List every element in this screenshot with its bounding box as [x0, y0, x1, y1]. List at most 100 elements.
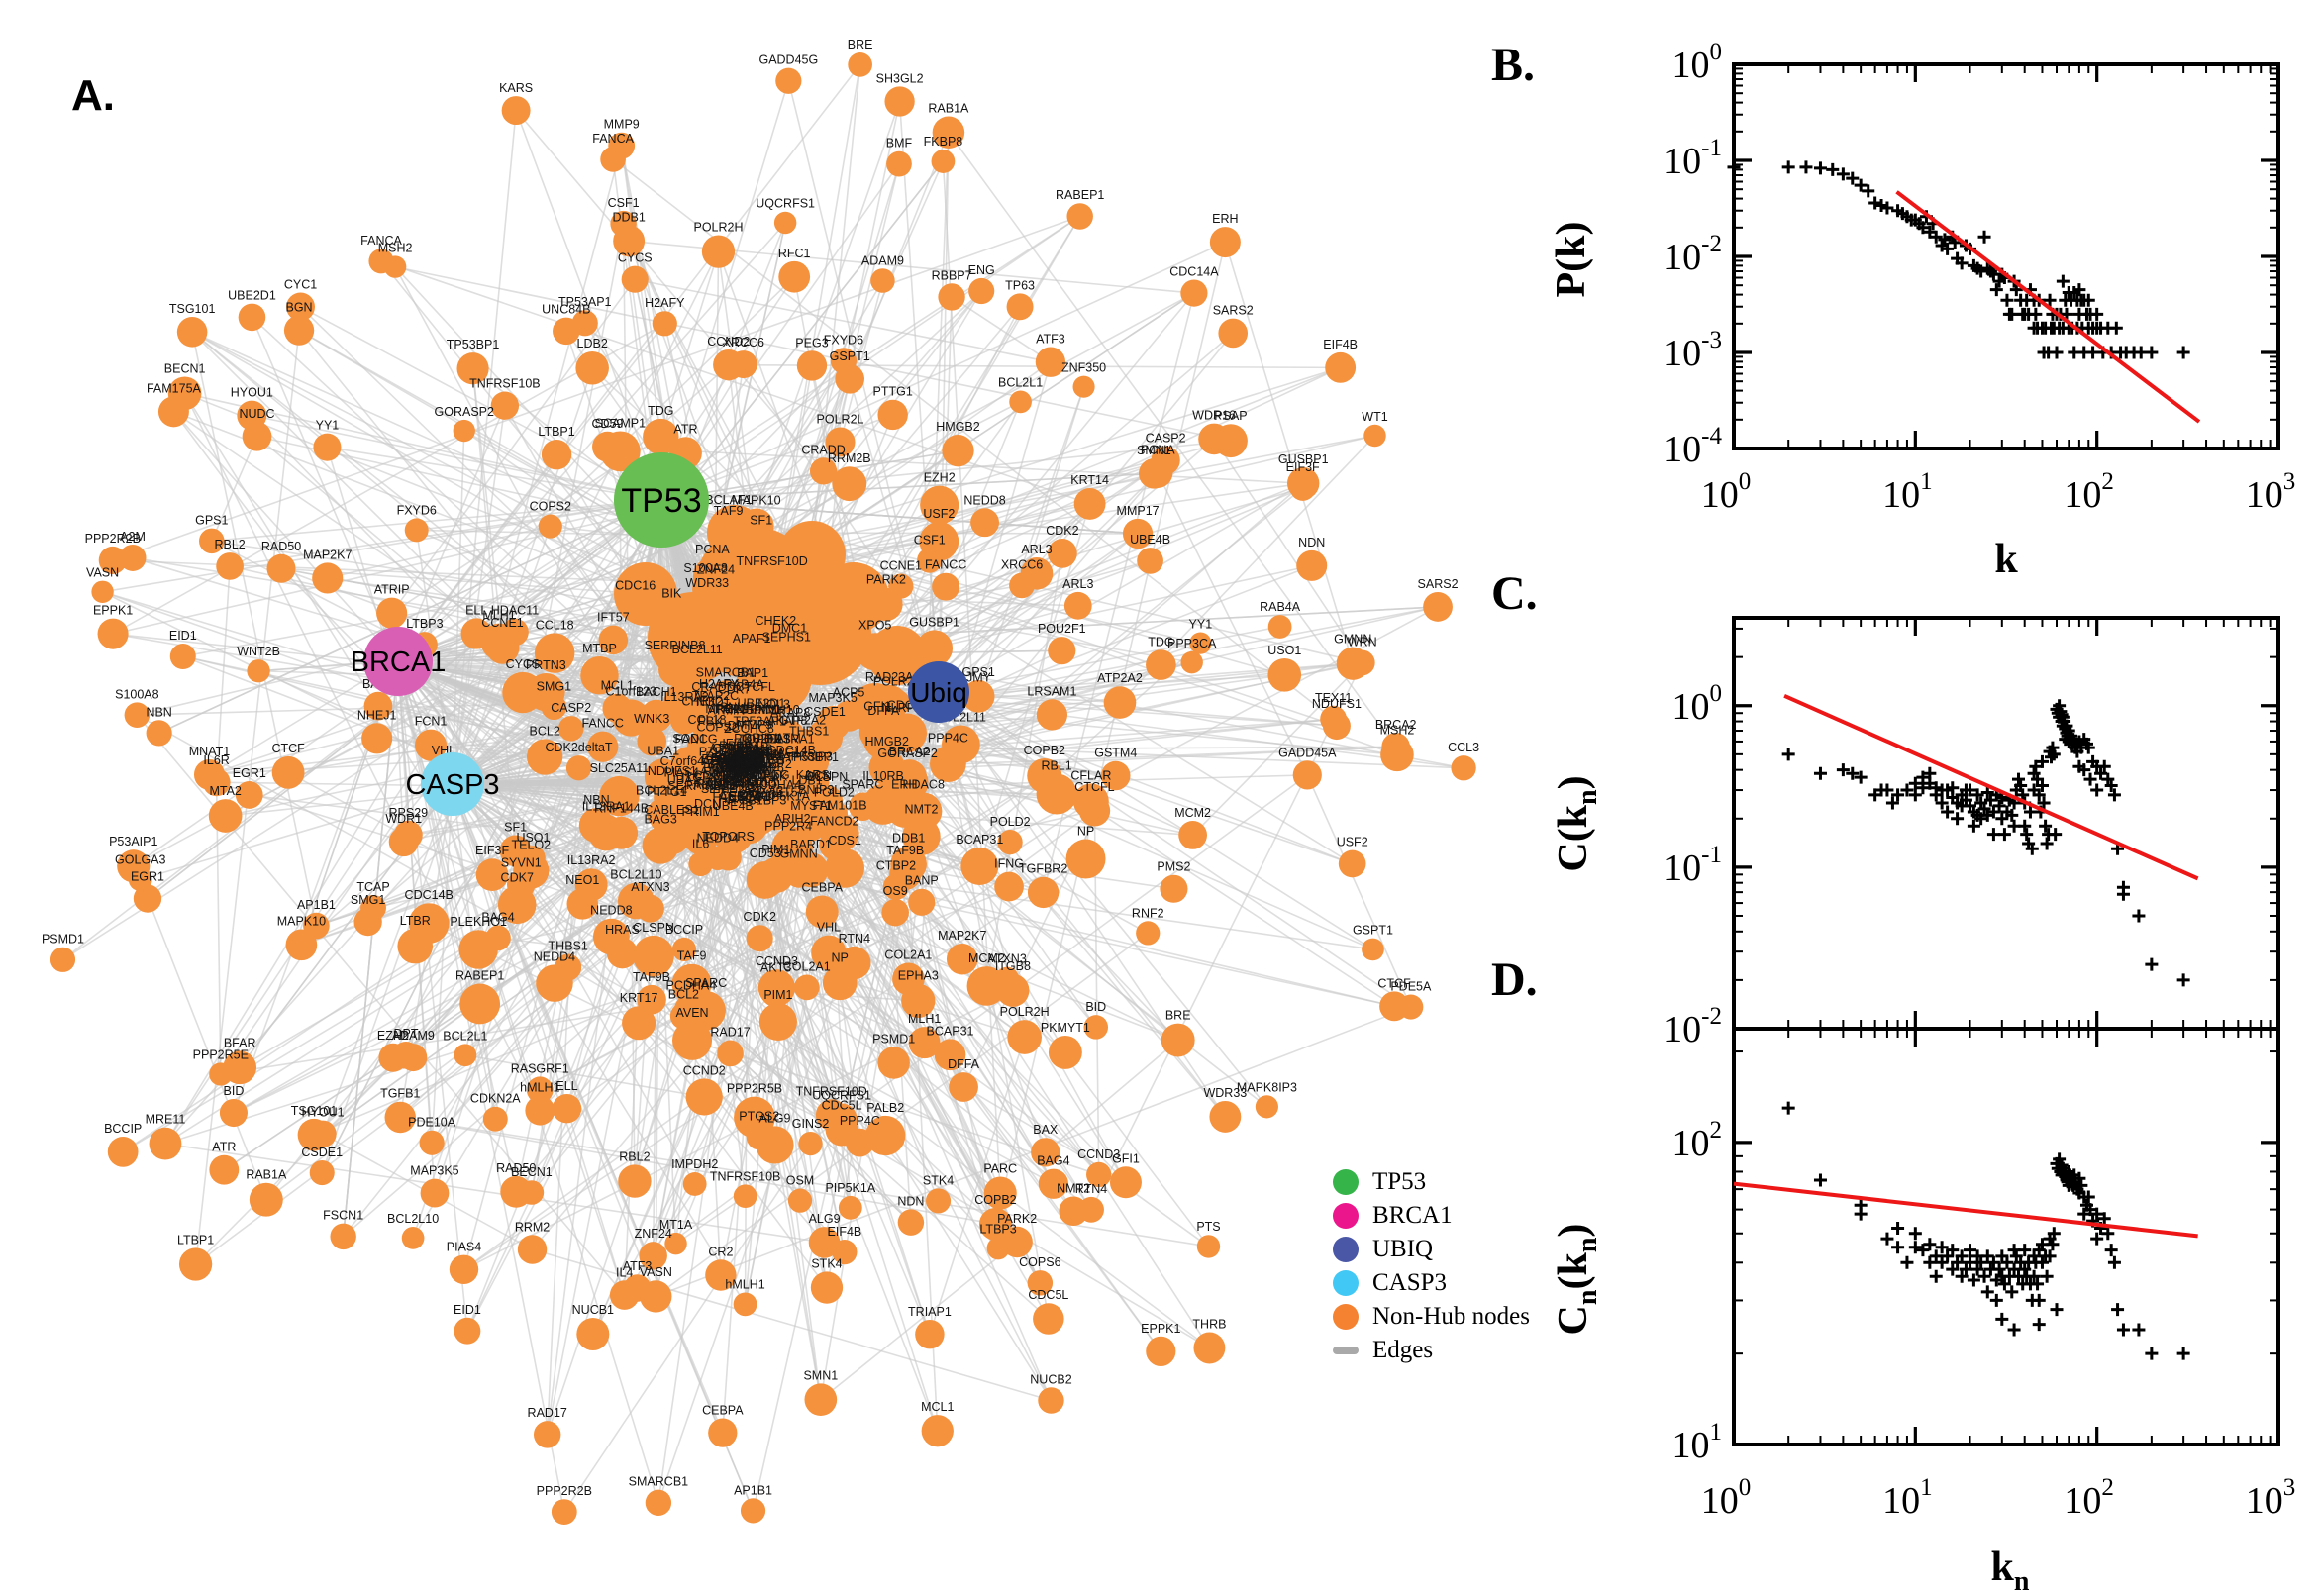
network-node[interactable] [50, 947, 76, 972]
network-node[interactable] [785, 861, 812, 888]
network-node[interactable] [1100, 760, 1131, 791]
network-node[interactable] [637, 726, 667, 756]
network-node[interactable] [1063, 591, 1092, 620]
network-node[interactable] [592, 918, 630, 955]
network-node[interactable] [997, 830, 1023, 855]
network-node[interactable] [309, 1159, 335, 1186]
network-node[interactable] [283, 315, 315, 346]
network-node[interactable] [1214, 424, 1248, 458]
network-node[interactable] [1009, 390, 1032, 414]
network-node[interactable] [354, 907, 382, 937]
network-node[interactable] [877, 399, 908, 431]
network-node[interactable] [921, 1415, 954, 1447]
network-node[interactable] [643, 418, 679, 455]
network-node[interactable] [685, 1078, 723, 1116]
network-node[interactable] [826, 1103, 858, 1135]
network-node[interactable] [819, 829, 851, 860]
network-node[interactable] [1292, 760, 1322, 790]
network-node[interactable] [1033, 1303, 1064, 1335]
network-node[interactable] [848, 52, 872, 77]
network-node[interactable] [1325, 351, 1357, 383]
network-node[interactable] [618, 1164, 652, 1198]
network-node[interactable] [1020, 556, 1054, 590]
network-node[interactable] [178, 1247, 213, 1281]
network-node[interactable] [599, 775, 640, 817]
network-node[interactable] [877, 1047, 910, 1079]
network-node[interactable] [309, 1120, 337, 1147]
network-node[interactable] [1193, 1332, 1226, 1364]
network-node[interactable] [146, 720, 172, 747]
network-node[interactable] [738, 732, 771, 766]
network-node[interactable] [778, 260, 811, 293]
network-node[interactable] [1038, 1168, 1069, 1199]
network-node[interactable] [622, 1006, 656, 1041]
network-node[interactable] [617, 882, 655, 920]
network-node[interactable] [119, 544, 147, 571]
network-node[interactable] [499, 835, 532, 867]
network-node[interactable] [870, 684, 908, 722]
network-node[interactable] [1180, 279, 1208, 307]
network-node[interactable] [557, 716, 584, 742]
network-node[interactable] [965, 685, 992, 712]
network-node[interactable] [1001, 1226, 1033, 1258]
network-node[interactable] [865, 1115, 906, 1156]
network-node[interactable] [798, 1131, 823, 1156]
network-node[interactable] [608, 132, 636, 159]
network-node[interactable] [902, 817, 941, 855]
network-node[interactable] [286, 292, 315, 322]
network-node[interactable] [128, 867, 152, 892]
network-node[interactable] [994, 871, 1024, 902]
hub-node-casp3[interactable] [421, 752, 484, 816]
network-node[interactable] [734, 1096, 775, 1139]
network-node[interactable] [1161, 1023, 1195, 1057]
hub-node-tp53[interactable] [614, 452, 709, 548]
network-node[interactable] [746, 861, 784, 899]
network-node[interactable] [645, 1489, 672, 1517]
network-node[interactable] [401, 1227, 425, 1249]
network-node[interactable] [419, 1130, 445, 1155]
network-node[interactable] [1218, 318, 1249, 349]
network-node[interactable] [534, 633, 575, 673]
network-node[interactable] [169, 644, 196, 670]
network-node[interactable] [746, 925, 773, 952]
network-node[interactable] [915, 1319, 945, 1349]
network-node[interactable] [970, 508, 1000, 538]
network-node[interactable] [1160, 874, 1188, 903]
network-node[interactable] [886, 761, 929, 803]
network-node[interactable] [830, 348, 858, 374]
network-node[interactable] [149, 1127, 182, 1160]
network-node[interactable] [856, 633, 894, 671]
network-node[interactable] [209, 1154, 240, 1185]
network-node[interactable] [833, 700, 864, 732]
network-node[interactable] [271, 755, 305, 789]
network-node[interactable] [825, 427, 856, 457]
network-node[interactable] [741, 694, 769, 724]
network-node[interactable] [610, 210, 637, 238]
network-node[interactable] [157, 396, 189, 428]
network-node[interactable] [811, 935, 847, 971]
network-node[interactable] [916, 630, 954, 667]
network-node[interactable] [633, 935, 674, 977]
network-node[interactable] [886, 150, 912, 177]
network-node[interactable] [1136, 921, 1161, 946]
network-node[interactable] [838, 1195, 862, 1220]
network-node[interactable] [1027, 1270, 1054, 1296]
network-node[interactable] [209, 1062, 233, 1086]
network-node[interactable] [934, 1039, 966, 1071]
network-node[interactable] [1036, 699, 1068, 731]
network-node[interactable] [623, 593, 648, 618]
network-node[interactable] [639, 1242, 667, 1270]
network-node[interactable] [368, 249, 394, 274]
network-node[interactable] [235, 781, 263, 809]
network-node[interactable] [701, 235, 736, 268]
network-node[interactable] [384, 1101, 416, 1134]
network-node[interactable] [886, 716, 918, 747]
network-node[interactable] [793, 974, 820, 1001]
network-node[interactable] [920, 485, 960, 525]
network-node[interactable] [1379, 991, 1410, 1022]
network-node[interactable] [884, 86, 915, 117]
network-node[interactable] [330, 1223, 356, 1250]
network-node[interactable] [1083, 1015, 1109, 1040]
network-node[interactable] [454, 1044, 477, 1067]
network-node[interactable] [420, 1178, 450, 1208]
